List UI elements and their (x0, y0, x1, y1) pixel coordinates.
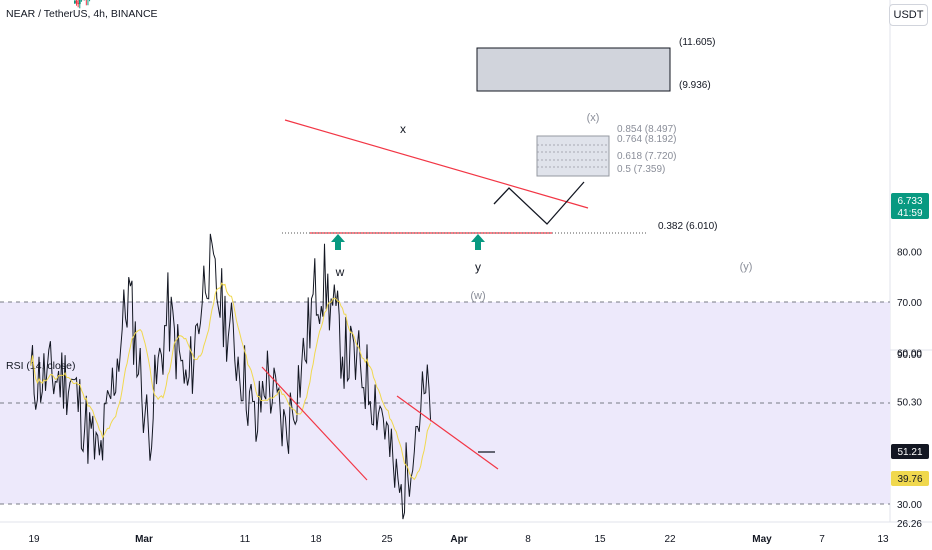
time-axis-label: 25 (381, 534, 393, 545)
time-axis-label: 18 (310, 534, 322, 545)
fib-zone (536, 135, 610, 177)
wave-label-paren-x: (x) (587, 112, 600, 124)
fib-0854-label: 0.854 (8.497) (617, 124, 677, 135)
wave-label-paren-y: (y) (740, 261, 753, 273)
rsi-band (0, 302, 890, 504)
time-axis-label: Apr (450, 534, 467, 545)
chart-title: NEAR / TetherUS, 4h, BINANCE (6, 8, 158, 20)
rsi-axis-label: 50.30 (897, 397, 922, 408)
rsi-trendline-2 (396, 395, 499, 470)
rsi-ma-line (30, 282, 432, 481)
price-badge (891, 193, 929, 219)
target-zone (476, 47, 671, 92)
wave-label-x: x (400, 122, 406, 136)
time-axis-label: May (752, 534, 772, 545)
wave-label-w: w (335, 265, 345, 279)
time-axis-label: 7 (819, 534, 825, 545)
rsi-trendline-1 (261, 366, 368, 481)
time-axis-label: 8 (525, 534, 531, 545)
rsi-axis-label: 70.00 (897, 298, 922, 309)
time-axis-label: 15 (594, 534, 606, 545)
fib-0764-label: 0.764 (8.192) (617, 134, 677, 145)
projection-path (493, 181, 585, 225)
rsi-axis-label: 60.00 (897, 349, 922, 360)
rsi-line (30, 233, 432, 520)
time-axis-label: 11 (240, 534, 251, 545)
rsi-value-badge (891, 444, 929, 459)
wave-label-y: y (475, 260, 481, 274)
rsi-axis-label: 30.00 (897, 500, 922, 511)
rsi-value-text: 51.21 (897, 447, 922, 458)
candle-body (75, 0, 78, 3)
currency-button[interactable]: USDT (889, 4, 928, 26)
price-badge-value: 6.733 (897, 196, 922, 207)
rsi-ma-badge (891, 471, 929, 486)
time-axis-label: 22 (664, 534, 676, 545)
rsi-axis-label: 90.00 (897, 350, 922, 361)
time-axis-label: 13 (877, 534, 889, 545)
upper-trendline (284, 119, 589, 209)
target-high-label: (11.605) (679, 37, 716, 48)
wave-label-paren-w: (w) (470, 290, 485, 302)
time-axis-label: Mar (135, 534, 153, 545)
rsi-axis-label: 26.26 (897, 519, 922, 530)
fib-0382-label: 0.382 (6.010) (658, 221, 718, 232)
fib-05-label: 0.5 (7.359) (617, 164, 665, 175)
time-axis-label: 19 (28, 534, 40, 545)
price-axis-label: 4.300 (897, 0, 922, 1)
up-arrow-w (331, 234, 345, 250)
rsi-title: RSI (14, close) (6, 360, 75, 372)
candle-body (73, 0, 76, 4)
price-badge-countdown: 41:59 (897, 208, 922, 219)
fib-0618-label: 0.618 (7.720) (617, 151, 677, 162)
candle-body (78, 0, 81, 5)
rsi-axis-label: 80.00 (897, 248, 922, 259)
candles-group (73, 0, 91, 9)
up-arrow-y (471, 234, 485, 250)
target-low-label: (9.936) (679, 80, 711, 91)
candle-body (77, 2, 80, 5)
rsi-ma-text: 39.76 (897, 474, 922, 485)
